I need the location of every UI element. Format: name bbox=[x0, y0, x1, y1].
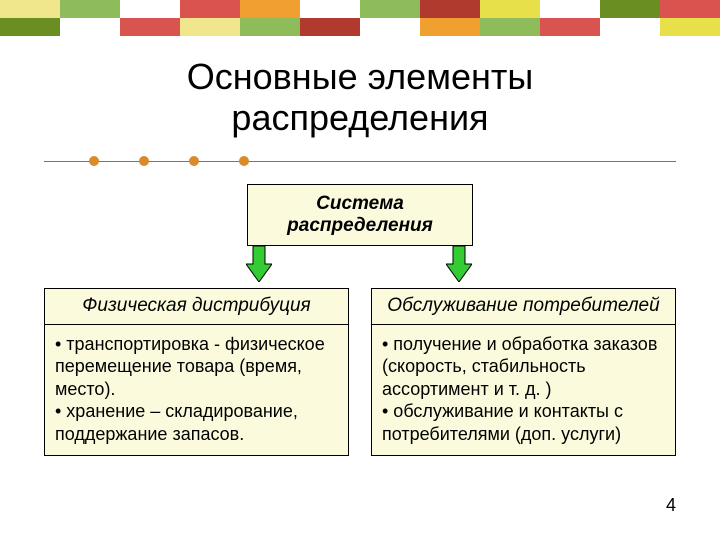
columns-container: Физическая дистрибуция • транспортировка… bbox=[44, 288, 676, 456]
band-cell bbox=[120, 0, 180, 18]
title-divider bbox=[44, 156, 676, 166]
band-cell bbox=[660, 0, 720, 18]
band-cell bbox=[180, 18, 240, 36]
band-cell bbox=[360, 18, 420, 36]
band-cell bbox=[300, 18, 360, 36]
band-cell bbox=[540, 18, 600, 36]
top-concept-box: Система распределения bbox=[247, 184, 473, 246]
title-line-2: распределения bbox=[231, 97, 488, 138]
right-column-body: • получение и обработка заказов (скорост… bbox=[371, 324, 676, 457]
band-cell bbox=[60, 18, 120, 36]
arrow-left bbox=[246, 246, 272, 282]
band-cell bbox=[120, 18, 180, 36]
band-cell bbox=[240, 18, 300, 36]
band-cell bbox=[0, 0, 60, 18]
band-cell bbox=[420, 0, 480, 18]
band-cell bbox=[240, 0, 300, 18]
top-box-line-2: распределения bbox=[287, 215, 433, 236]
arrow-right bbox=[446, 246, 472, 282]
divider-dot bbox=[189, 156, 199, 166]
left-column-body: • транспортировка - физическое перемещен… bbox=[44, 324, 349, 457]
band-cell bbox=[180, 0, 240, 18]
band-cell bbox=[0, 18, 60, 36]
band-cell bbox=[600, 18, 660, 36]
band-cell bbox=[480, 18, 540, 36]
band-cell bbox=[660, 18, 720, 36]
header-decorative-band bbox=[0, 0, 720, 36]
band-cell bbox=[540, 0, 600, 18]
left-column: Физическая дистрибуция • транспортировка… bbox=[44, 288, 349, 456]
left-column-heading: Физическая дистрибуция bbox=[44, 288, 349, 325]
band-cell bbox=[420, 18, 480, 36]
band-cell bbox=[360, 0, 420, 18]
page-number: 4 bbox=[666, 495, 676, 516]
divider-dot bbox=[139, 156, 149, 166]
right-column-heading: Обслуживание потребителей bbox=[371, 288, 676, 325]
divider-dot bbox=[89, 156, 99, 166]
title-line-1: Основные элементы bbox=[187, 56, 533, 97]
band-cell bbox=[480, 0, 540, 18]
right-column: Обслуживание потребителей • получение и … bbox=[371, 288, 676, 456]
band-cell bbox=[600, 0, 660, 18]
band-cell bbox=[60, 0, 120, 18]
divider-dot bbox=[239, 156, 249, 166]
top-box-line-1: Система bbox=[316, 193, 404, 214]
slide-title: Основные элементы распределения bbox=[0, 56, 720, 139]
band-cell bbox=[300, 0, 360, 18]
